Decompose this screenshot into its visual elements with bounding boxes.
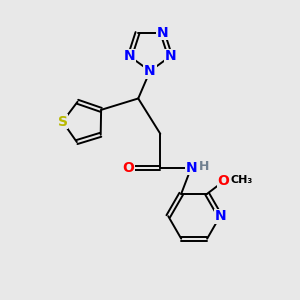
Text: O: O — [122, 161, 134, 175]
Text: CH₃: CH₃ — [230, 175, 253, 185]
Text: N: N — [185, 161, 197, 175]
Text: N: N — [214, 209, 226, 223]
Text: N: N — [124, 50, 136, 63]
Text: H: H — [198, 160, 209, 173]
Text: N: N — [164, 50, 176, 63]
Text: N: N — [157, 26, 168, 40]
Text: N: N — [144, 64, 156, 78]
Text: O: O — [218, 174, 229, 188]
Text: S: S — [58, 115, 68, 129]
